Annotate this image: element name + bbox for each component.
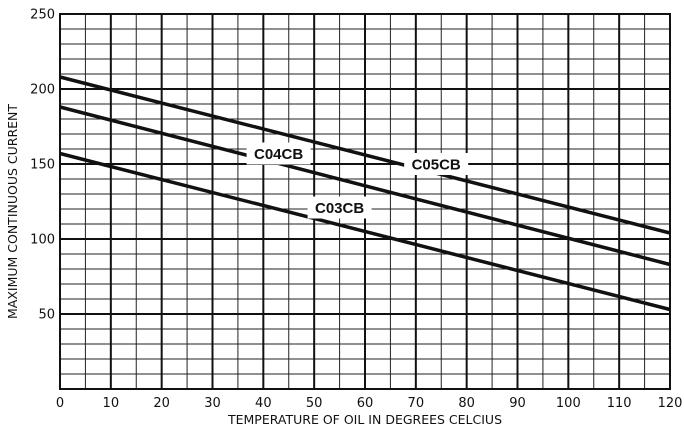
x-tick-label: 50 — [306, 396, 323, 411]
x-tick-label: 120 — [658, 396, 683, 411]
x-tick-label: 30 — [204, 396, 221, 411]
series-label-box — [404, 153, 469, 175]
series-lines — [59, 75, 671, 312]
x-tick-label: 10 — [103, 396, 120, 411]
x-tick-label: 40 — [255, 396, 272, 411]
x-tick-label: 80 — [458, 396, 475, 411]
series-label-c03cb: C03CB — [315, 200, 364, 217]
x-tick-label: 70 — [408, 396, 425, 411]
y-axis-label: MAXIMUM CONTINUOUS CURRENT — [5, 104, 20, 319]
series-line-c05cb — [59, 75, 671, 235]
y-tick-label: 200 — [30, 83, 55, 98]
series-line-c04cb — [59, 105, 671, 267]
x-tick-label: 20 — [153, 396, 170, 411]
series-label-c04cb: C04CB — [254, 146, 303, 163]
x-tick-label: 90 — [509, 396, 526, 411]
x-tick-label: 0 — [56, 396, 64, 411]
y-tick-label: 50 — [38, 308, 55, 323]
y-tick-label: 100 — [30, 233, 55, 248]
y-tick-labels: 50 100 150 200 250 — [30, 8, 55, 323]
x-tick-label: 110 — [607, 396, 632, 411]
x-tick-label: 100 — [556, 396, 581, 411]
series-label-box — [307, 196, 372, 219]
series-line-c03cb — [59, 151, 671, 312]
y-tick-label: 250 — [30, 8, 55, 23]
series-label-box — [246, 142, 311, 165]
plot-frame — [59, 13, 671, 390]
series-labels: C05CB C04CB C03CB — [246, 142, 469, 219]
series-label-c05cb: C05CB — [412, 157, 461, 174]
y-tick-label: 150 — [30, 158, 55, 173]
x-axis-label: TEMPERATURE OF OIL IN DEGREES CELCIUS — [227, 412, 502, 427]
x-tick-labels: 0 10 20 30 40 50 60 70 80 90 100 110 120 — [56, 396, 683, 411]
x-tick-label: 60 — [357, 396, 374, 411]
